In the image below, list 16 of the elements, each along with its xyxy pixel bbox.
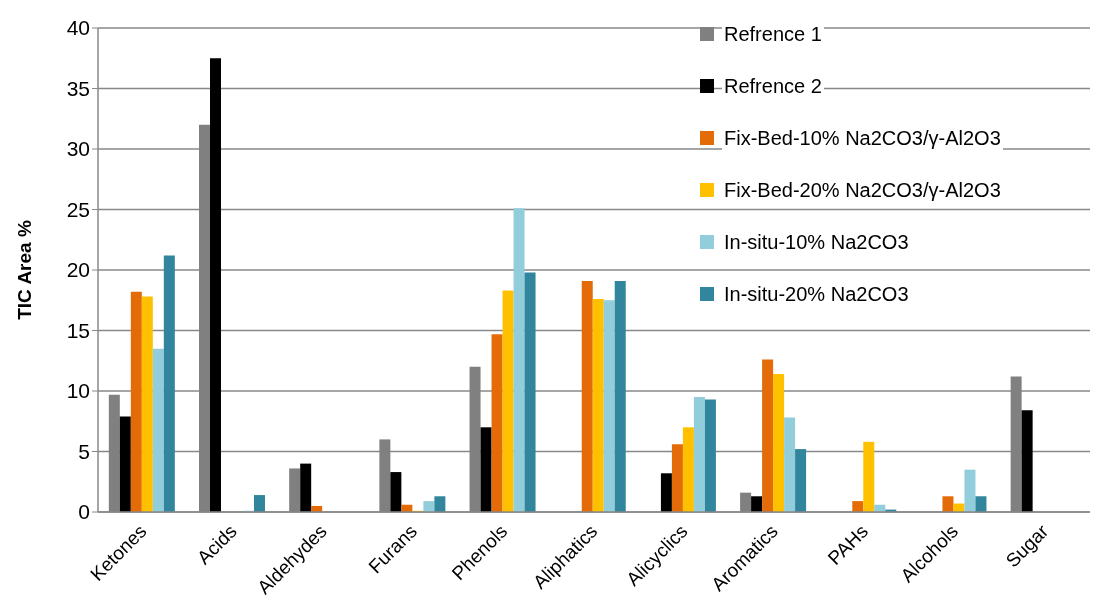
legend-label: In-situ-10% Na2CO3 <box>722 230 911 254</box>
y-tick-label: 15 <box>66 318 90 342</box>
y-tick-label: 35 <box>66 76 90 100</box>
legend-label: Refrence 1 <box>722 22 824 46</box>
legend-label: Fix-Bed-10% Na2CO3/γ-Al2O3 <box>722 126 1003 150</box>
legend-label: Fix-Bed-20% Na2CO3/γ-Al2O3 <box>722 178 1003 202</box>
y-tick-label: 5 <box>78 439 90 463</box>
y-tick-label: 20 <box>66 258 90 282</box>
legend-label: Refrence 2 <box>722 74 824 98</box>
y-tick-label: 0 <box>78 500 90 524</box>
y-tick-label: 10 <box>66 379 90 403</box>
legend-label: In-situ-20% Na2CO3 <box>722 282 911 306</box>
y-tick-label: 40 <box>66 16 90 40</box>
y-tick-label: 30 <box>66 137 90 161</box>
y-tick-label: 25 <box>66 197 90 221</box>
y-axis-title: TIC Area % <box>13 220 35 320</box>
